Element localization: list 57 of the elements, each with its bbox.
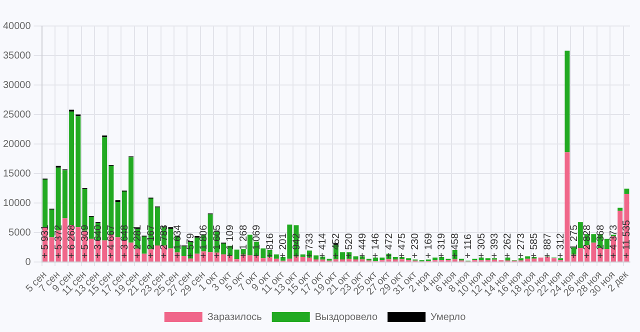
- data-label: + 1 634: [172, 224, 184, 259]
- y-tick-label: 10000: [2, 198, 32, 209]
- data-label: + 1 806: [198, 224, 210, 259]
- data-label: + 472: [384, 232, 395, 259]
- legend-label: Заразилось: [207, 312, 262, 323]
- data-label: + 5 372: [53, 224, 64, 259]
- data-label: + 1 275: [568, 224, 580, 259]
- data-label: + 579: [186, 232, 197, 259]
- data-label: + 1 268: [238, 224, 250, 259]
- legend-label: Выздоровело: [314, 312, 378, 323]
- data-label: + 1 605: [212, 224, 223, 259]
- y-tick-label: 5000: [8, 227, 32, 238]
- data-label: + 262: [502, 232, 514, 259]
- data-label: + 520: [344, 232, 356, 259]
- y-tick-label: 0: [25, 256, 32, 268]
- data-label: + 816: [264, 232, 276, 259]
- data-label: + 201: [278, 232, 290, 259]
- data-label: + 5 309: [80, 224, 91, 259]
- data-label: + 1 109: [225, 224, 236, 259]
- data-label: + 585: [529, 232, 540, 259]
- data-label: + 2 783: [159, 224, 170, 259]
- data-label: + 1 069: [252, 224, 263, 259]
- data-label: + 230: [410, 232, 422, 259]
- data-label: + 887: [542, 232, 554, 259]
- data-label: + 414: [318, 232, 329, 259]
- data-label: + 4 373: [608, 224, 620, 259]
- y-tick-label: 40000: [2, 20, 32, 32]
- data-label: + 305: [476, 232, 488, 259]
- data-label: + 2 828: [582, 224, 594, 259]
- legend-label: Умерло: [430, 312, 466, 323]
- y-tick-label: 30000: [2, 80, 32, 91]
- data-label: + 273: [516, 232, 527, 259]
- data-label: + 458: [450, 232, 461, 259]
- data-label: + 2 368: [595, 224, 606, 259]
- data-label: + 452: [330, 232, 342, 259]
- data-label: + 393: [490, 232, 501, 259]
- data-label: + 942: [291, 232, 302, 259]
- data-label: + 6 268: [66, 224, 78, 259]
- data-label: + 116: [463, 234, 474, 259]
- data-label: + 3 640: [92, 224, 104, 259]
- data-label: + 2 167: [146, 224, 157, 259]
- data-label: + 5 931: [40, 224, 52, 259]
- data-label: + 146: [370, 232, 382, 259]
- data-label: + 319: [436, 232, 448, 259]
- data-label: + 4 667: [106, 224, 118, 259]
- y-tick-label: 15000: [2, 168, 32, 180]
- data-label: + 3 648: [119, 224, 130, 259]
- y-tick-label: 20000: [2, 138, 32, 150]
- y-tick-label: 25000: [2, 109, 32, 120]
- y-tick-label: 35000: [2, 50, 32, 62]
- data-label: + 312: [556, 232, 567, 259]
- data-label: + 475: [396, 232, 408, 259]
- data-label: + 169: [423, 232, 434, 259]
- data-label: + 2 281: [132, 224, 144, 259]
- data-label: + 11 535: [622, 220, 633, 259]
- data-label: + 733: [304, 232, 316, 259]
- data-label: + 449: [357, 232, 368, 259]
